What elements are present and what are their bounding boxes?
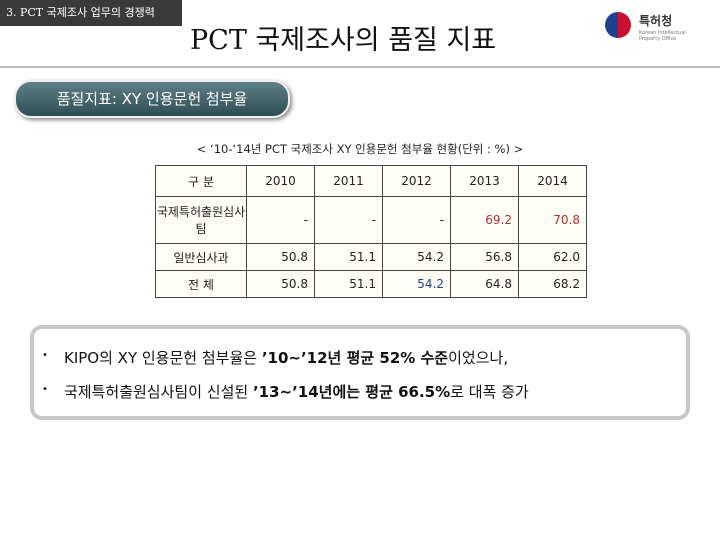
cell: 51.1	[314, 243, 383, 271]
column-header: 2013	[450, 165, 519, 197]
logo-subtitle: Korean Intellectual Property Office	[639, 30, 686, 42]
text: 로 대폭 증가	[450, 383, 529, 401]
table-caption: < ‘10-‘14년 PCT 국제조사 XY 인용문헌 첨부율 현황(단위 : …	[196, 142, 524, 156]
logo: 특허청 Korean Intellectual Property Office	[605, 8, 705, 48]
cell: 62.0	[518, 243, 587, 271]
header-row: 구 분 2010 2011 2012 2013 2014	[155, 165, 587, 197]
text: KIPO의 XY 인용문헌 첨부율은	[64, 349, 262, 367]
badge: 품질지표: XY 인용문헌 첨부율	[14, 80, 290, 118]
row: 국제특허출원심사팀 - - - 69.2 70.8	[155, 196, 587, 244]
bullet-box: • KIPO의 XY 인용문헌 첨부율은 ’10~’12년 평균 52% 수준이었…	[30, 325, 690, 420]
cell: 50.8	[246, 270, 315, 298]
cell: 68.2	[518, 270, 587, 298]
row: 일반심사과 50.8 51.1 54.2 56.8 62.0	[155, 243, 587, 271]
row-label: 전 체	[155, 270, 247, 298]
cell: 51.1	[314, 270, 383, 298]
cell: -	[382, 196, 451, 244]
column-header: 2011	[314, 165, 383, 197]
bullet: • KIPO의 XY 인용문헌 첨부율은 ’10~’12년 평균 52% 수준이었…	[42, 349, 509, 367]
column-header: 2014	[518, 165, 587, 197]
bold-text: ’13~’14년에는 평균 66.5%	[252, 383, 451, 401]
bullet: • 국제특허출원심사팀이 신설된 ’13~’14년에는 평균 66.5%로 대폭 …	[42, 383, 529, 401]
row-label: 일반심사과	[155, 243, 247, 271]
column-header: 구 분	[155, 165, 247, 197]
cell: -	[314, 196, 383, 244]
data-table: 구 분 2010 2011 2012 2013 2014 국제특허출원심사팀 -…	[155, 165, 587, 298]
section-label: 3. PCT 국제조사 업무의 경쟁력	[0, 0, 182, 26]
logo-name: 특허청	[639, 14, 673, 28]
bold-text: ’10~’12년 평균 52% 수준	[261, 349, 449, 367]
cell: 54.2	[382, 270, 451, 298]
logo-icon	[605, 12, 631, 38]
cell: 56.8	[450, 243, 519, 271]
column-header: 2010	[246, 165, 315, 197]
cell: 70.8	[518, 196, 587, 244]
text: 국제특허출원심사팀이 신설된	[64, 383, 253, 401]
cell: 64.8	[450, 270, 519, 298]
cell: -	[246, 196, 315, 244]
cell: 54.2	[382, 243, 451, 271]
slide-title: PCT 국제조사의 품질 지표	[190, 25, 497, 56]
row-label: 국제특허출원심사팀	[155, 196, 247, 244]
cell: 50.8	[246, 243, 315, 271]
row: 전 체 50.8 51.1 54.2 64.8 68.2	[155, 270, 587, 298]
cell: 69.2	[450, 196, 519, 244]
column-header: 2012	[382, 165, 451, 197]
text: 이었으나,	[448, 349, 509, 367]
header-rule	[0, 66, 720, 68]
